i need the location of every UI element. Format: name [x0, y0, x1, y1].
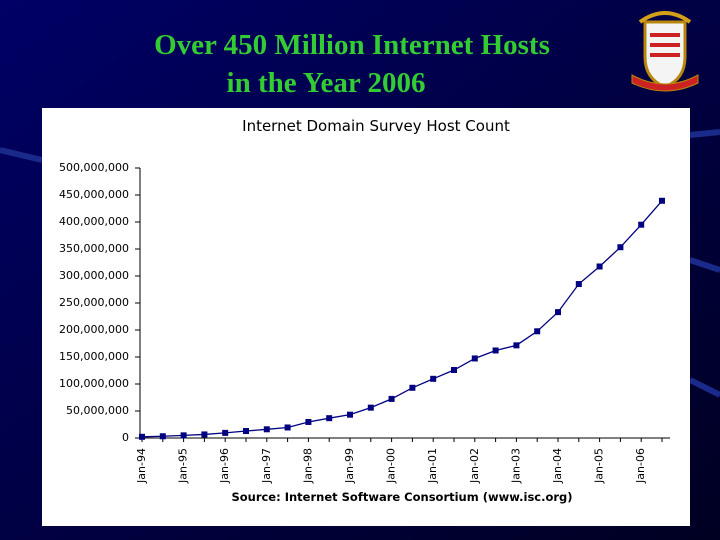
point-marker [513, 342, 520, 349]
slide-title: in the Year 2006 [227, 67, 426, 99]
point-marker [139, 433, 145, 440]
x-tick-label: Jan-96 [218, 448, 231, 484]
y-tick-label: 400,000,000 [59, 215, 129, 228]
point-marker [367, 404, 374, 411]
point-marker [596, 263, 603, 270]
x-tick-label: Jan-98 [301, 448, 314, 484]
y-tick-label: 450,000,000 [59, 188, 129, 201]
point-marker [659, 197, 665, 204]
x-tick-label: Jan-95 [177, 448, 190, 484]
y-tick-label: 250,000,000 [59, 296, 129, 309]
x-tick-label: Jan-01 [426, 448, 439, 484]
x-tick-label: Jan-05 [593, 448, 606, 484]
y-tick-label: 500,000,000 [59, 161, 129, 174]
y-tick-label: 0 [122, 431, 129, 444]
y-tick-label: 100,000,000 [59, 377, 129, 390]
point-marker [575, 281, 582, 288]
point-marker [243, 428, 249, 435]
point-marker [638, 221, 645, 228]
x-tick-label: Jan-02 [468, 448, 481, 484]
point-marker [180, 432, 187, 439]
series-line [141, 200, 663, 438]
x-tick-label: Jan-94 [135, 448, 148, 484]
chart-panel [42, 108, 690, 526]
point-marker [471, 355, 478, 362]
point-marker [326, 415, 333, 422]
y-tick-label: 50,000,000 [66, 404, 129, 417]
logo [631, 11, 699, 92]
y-tick-label: 350,000,000 [59, 242, 129, 255]
x-tick-label: Jan-06 [634, 448, 647, 484]
x-tick-label: Jan-03 [509, 448, 522, 484]
point-marker [451, 367, 457, 374]
point-marker [305, 418, 312, 425]
y-tick-label: 200,000,000 [59, 323, 129, 336]
x-tick-label: Jan-04 [551, 448, 564, 484]
slide-title: Over 450 Million Internet Hosts [154, 29, 550, 61]
y-tick-label: 150,000,000 [59, 350, 129, 363]
point-marker [492, 347, 499, 354]
source-note: Source: Internet Software Consortium (ww… [231, 490, 572, 504]
point-marker [617, 244, 624, 251]
decor-stripes [0, 129, 720, 398]
point-marker [555, 309, 561, 316]
point-marker [222, 429, 229, 436]
x-tick-label: Jan-99 [343, 448, 356, 484]
x-tick-label: Jan-00 [385, 448, 398, 484]
point-marker [284, 424, 291, 431]
point-marker [263, 426, 270, 433]
point-marker [430, 375, 437, 382]
point-marker [201, 431, 208, 438]
chart-title: Internet Domain Survey Host Count [242, 117, 510, 135]
y-tick-label: 300,000,000 [59, 269, 129, 282]
point-marker [534, 328, 541, 335]
point-marker [388, 395, 395, 402]
point-marker [409, 384, 416, 391]
x-tick-label: Jan-97 [260, 448, 273, 484]
point-marker [159, 433, 166, 440]
point-marker [347, 411, 353, 418]
